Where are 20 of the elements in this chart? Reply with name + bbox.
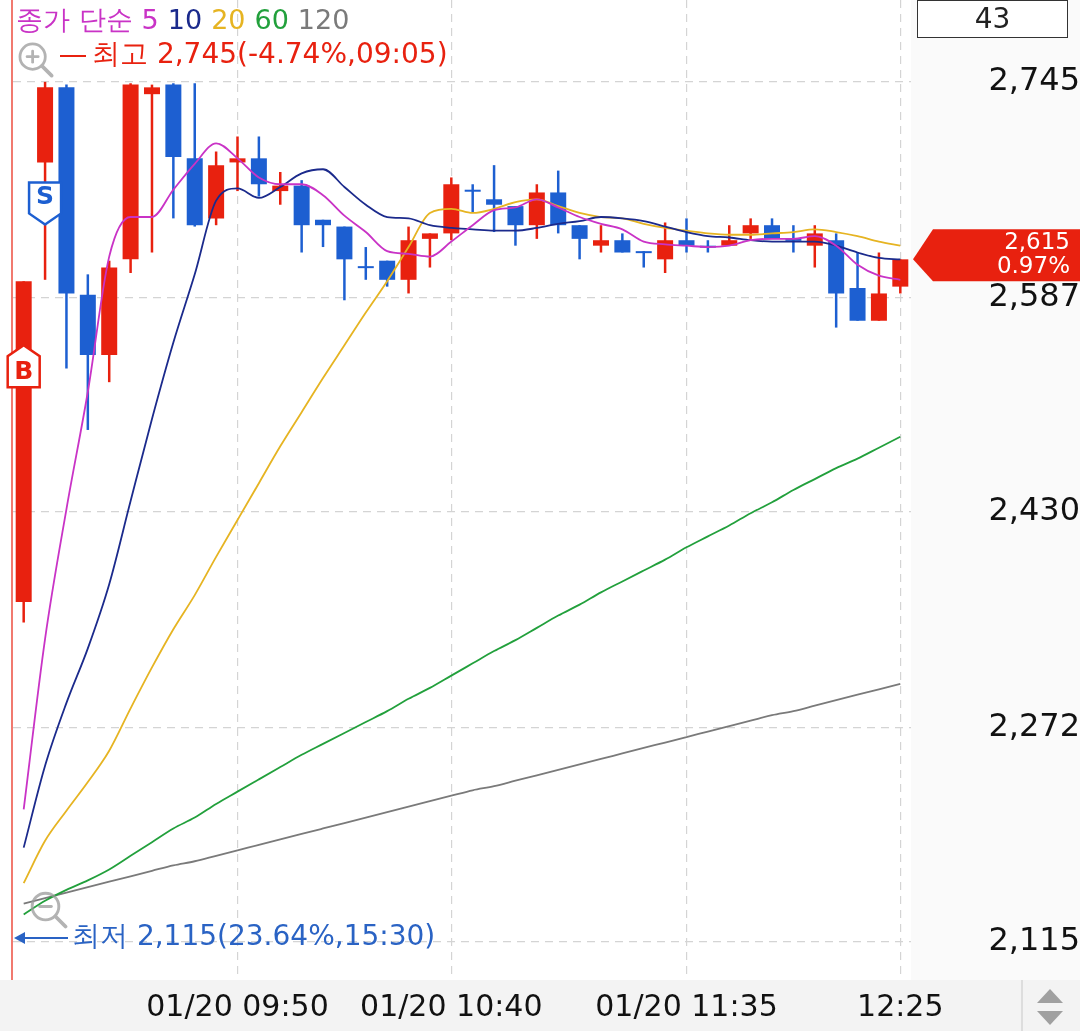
x-tick-label: 12:25	[857, 987, 944, 1023]
y-tick-label: 2,272	[988, 705, 1080, 744]
annotation: S	[36, 180, 55, 210]
annotation: B	[14, 355, 34, 385]
text: 10	[167, 4, 203, 35]
annotation: 최고 2,745(-4.74%,09:05)	[92, 37, 448, 71]
y-tick-label: 2,430	[988, 490, 1080, 529]
number-field: 43	[917, 0, 1068, 38]
y-tick-label: 2,115	[988, 920, 1080, 959]
x-tick-label: 01/20 11:35	[595, 987, 778, 1023]
text: 120	[297, 4, 350, 35]
text: 5	[141, 4, 159, 35]
text: 2,615	[1004, 228, 1070, 255]
annotation: 최저 2,115(23.64%,15:30)	[72, 919, 436, 953]
legend-title: 종가 단순	[16, 4, 133, 35]
text: 20	[211, 4, 246, 35]
text: 60	[254, 4, 289, 35]
y-tick-label: 2,745	[988, 60, 1080, 99]
x-tick-label: 01/20 10:40	[360, 987, 543, 1023]
x-tick-label: 01/20 09:50	[146, 987, 329, 1023]
